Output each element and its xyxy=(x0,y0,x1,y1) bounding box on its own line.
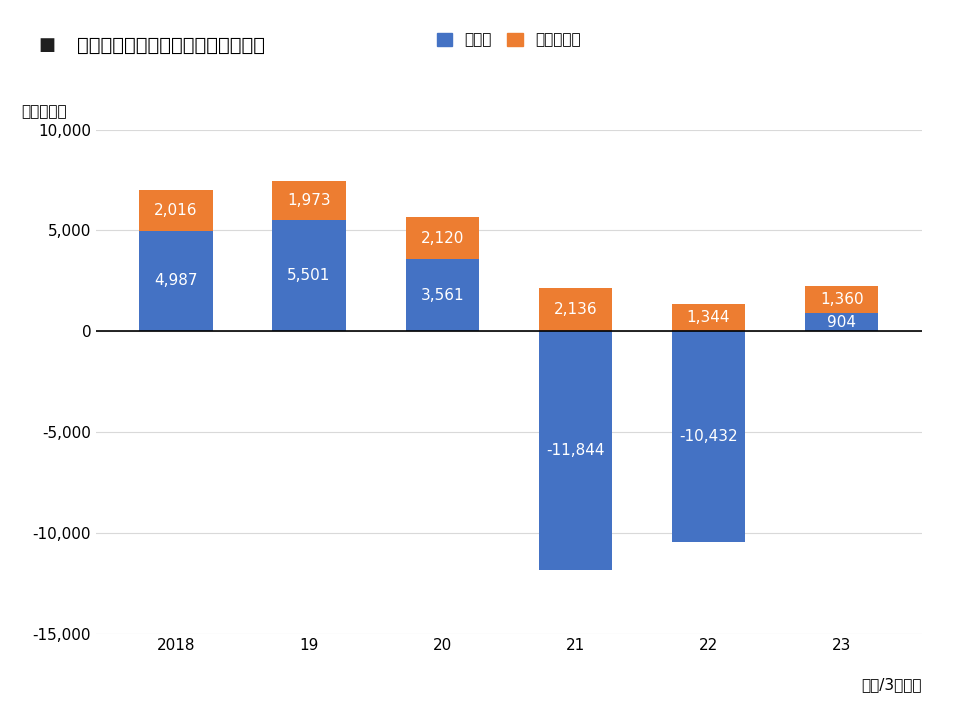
Text: 3,561: 3,561 xyxy=(420,288,464,303)
Bar xyxy=(672,331,745,541)
Bar xyxy=(672,304,745,331)
Text: （年/3月期）: （年/3月期） xyxy=(861,677,922,692)
Bar xyxy=(805,286,878,313)
Text: 1,360: 1,360 xyxy=(820,292,863,307)
Text: 1,973: 1,973 xyxy=(287,193,331,208)
Bar xyxy=(273,220,346,331)
Text: 2,136: 2,136 xyxy=(554,302,597,318)
Bar xyxy=(539,331,612,570)
Bar xyxy=(139,230,212,331)
Text: ■: ■ xyxy=(38,36,56,54)
Bar xyxy=(273,181,346,220)
Text: 904: 904 xyxy=(828,315,856,330)
Bar xyxy=(805,313,878,331)
Text: -11,844: -11,844 xyxy=(546,443,605,458)
Text: 1,344: 1,344 xyxy=(686,310,731,325)
Text: 帝国ホテルの事業別営業利益の推移: 帝国ホテルの事業別営業利益の推移 xyxy=(77,36,265,55)
Bar xyxy=(406,259,479,331)
Bar xyxy=(139,190,212,230)
Text: 5,501: 5,501 xyxy=(287,269,331,283)
Text: （百万円）: （百万円） xyxy=(22,104,67,120)
Text: -10,432: -10,432 xyxy=(680,429,738,444)
Text: 2,120: 2,120 xyxy=(420,230,464,246)
Bar xyxy=(539,288,612,331)
Legend: ホテル, 不動産賃貸: ホテル, 不動産賃貸 xyxy=(431,27,587,53)
Text: 2,016: 2,016 xyxy=(155,203,198,218)
Text: 4,987: 4,987 xyxy=(155,274,198,289)
Bar xyxy=(406,217,479,259)
